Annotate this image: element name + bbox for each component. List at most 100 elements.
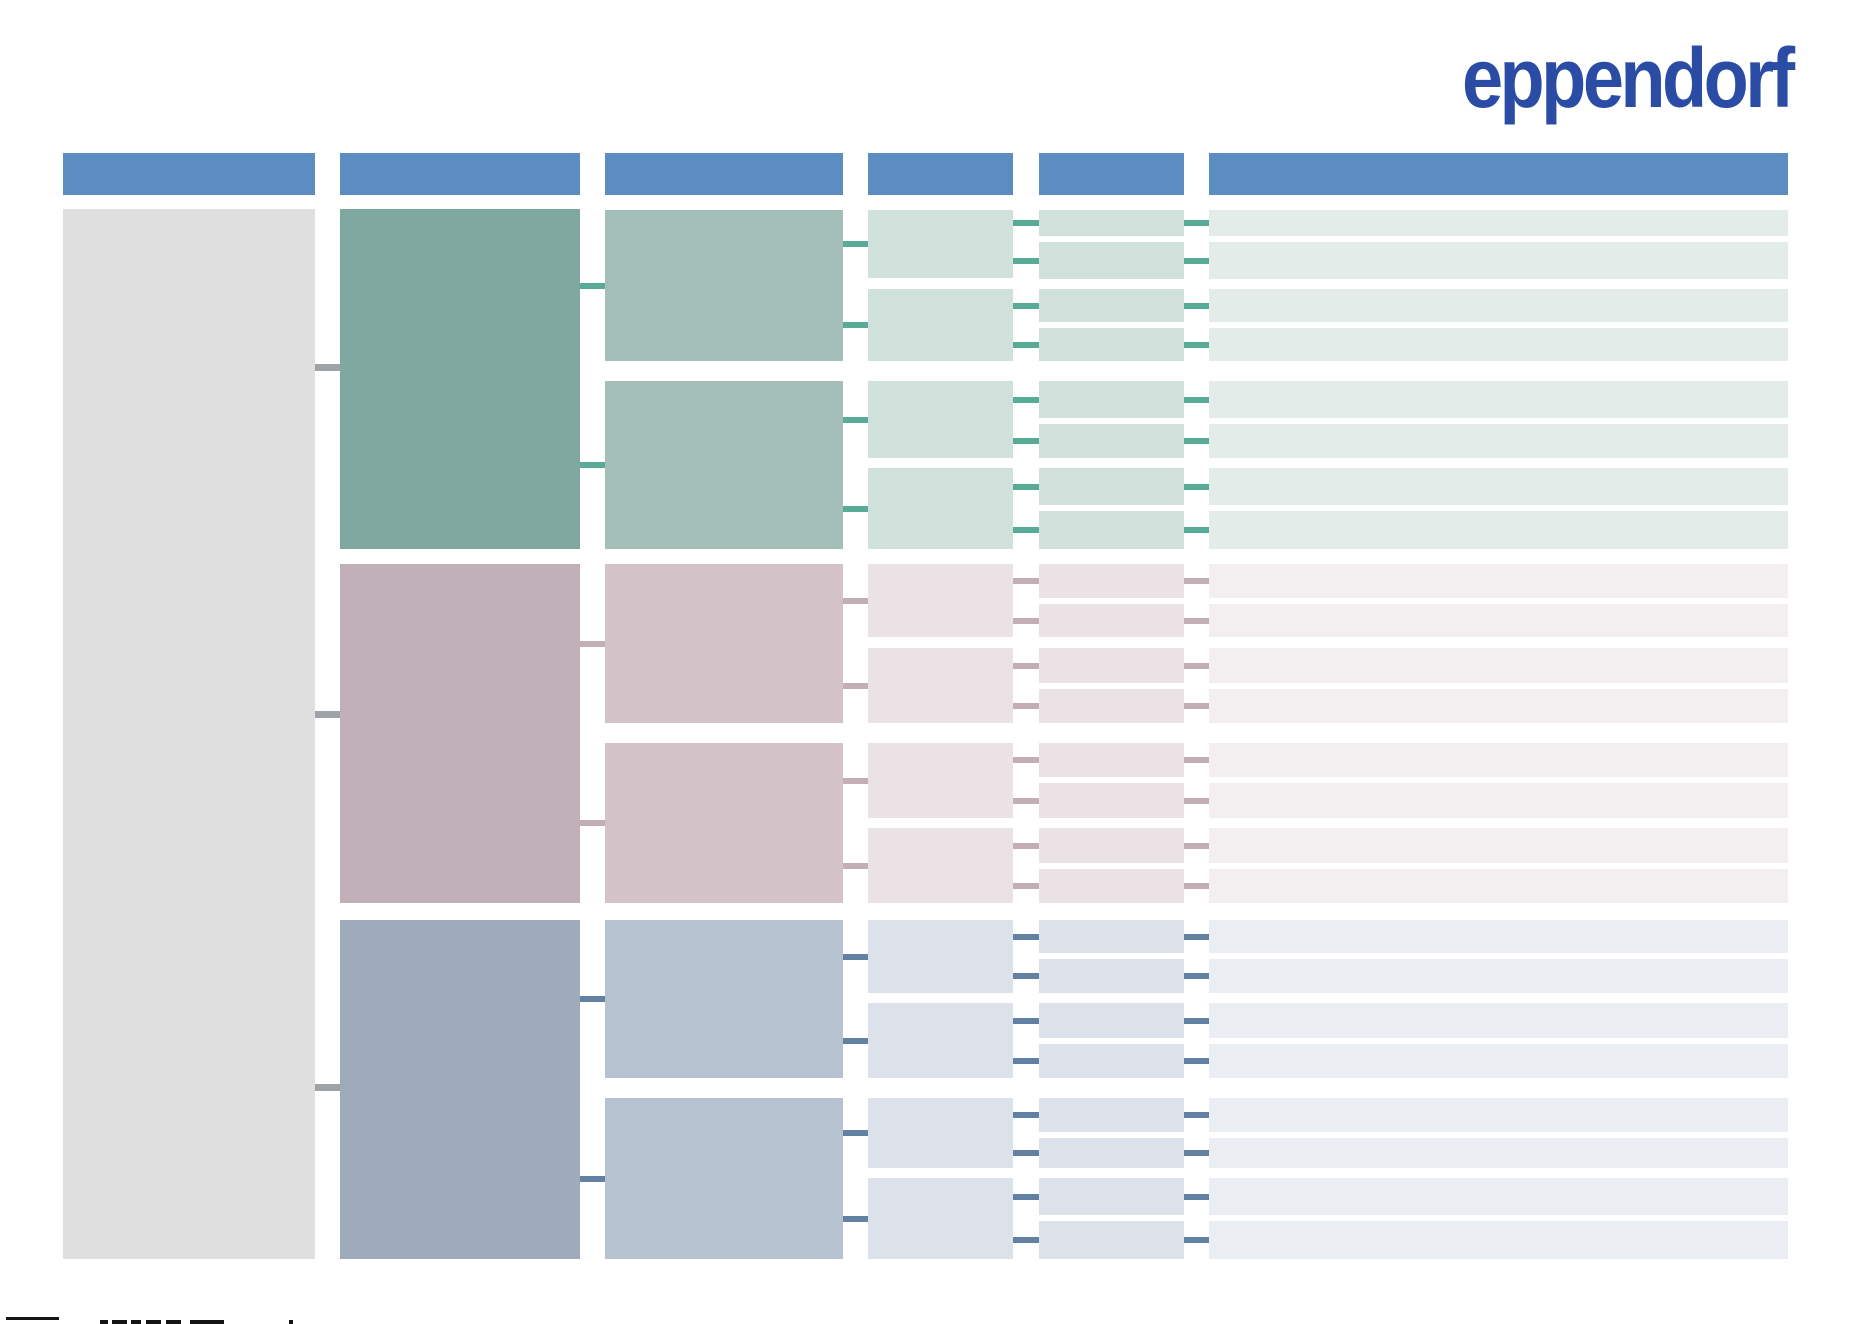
- level6-row-green-3: [1209, 289, 1788, 322]
- connector-l4-l5-mauve-5: [1013, 757, 1039, 763]
- level5-block-mauve-6: [1039, 783, 1184, 818]
- level4-block-green-4: [868, 468, 1013, 549]
- level3-block-mauve-2: [605, 743, 843, 903]
- level5-block-green-6: [1039, 424, 1184, 458]
- footer-rule: [6, 1317, 59, 1320]
- connector-l3-l4-mauve-2: [843, 683, 868, 689]
- level6-row-mauve-1: [1209, 564, 1788, 598]
- connector-l5-l6-green-1: [1184, 220, 1209, 226]
- level6-row-green-1: [1209, 210, 1788, 236]
- connector-l1-l2-blue: [315, 1084, 340, 1091]
- level5-block-mauve-5: [1039, 743, 1184, 777]
- level6-row-blue-2: [1209, 959, 1788, 993]
- level5-block-green-5: [1039, 381, 1184, 418]
- level6-row-blue-8: [1209, 1221, 1788, 1259]
- level4-block-mauve-4: [868, 828, 1013, 903]
- level5-block-mauve-4: [1039, 689, 1184, 723]
- column-header-6: [1209, 153, 1788, 195]
- level5-block-blue-7: [1039, 1178, 1184, 1215]
- level2-block-blue: [340, 920, 580, 1259]
- level4-block-mauve-2: [868, 648, 1013, 723]
- connector-l4-l5-blue-4: [1013, 1058, 1039, 1064]
- connector-l3-l4-blue-1: [843, 954, 868, 960]
- level4-block-green-2: [868, 289, 1013, 361]
- connector-l4-l5-blue-2: [1013, 973, 1039, 979]
- connector-l3-l4-blue-3: [843, 1130, 868, 1136]
- connector-l1-l2-mauve: [315, 711, 340, 718]
- connector-l4-l5-green-2: [1013, 258, 1039, 264]
- level4-block-green-1: [868, 210, 1013, 278]
- connector-l2-l3-green-2: [580, 462, 605, 468]
- connector-l3-l4-green-4: [843, 506, 868, 512]
- connector-l5-l6-mauve-5: [1184, 757, 1209, 763]
- level5-block-blue-5: [1039, 1098, 1184, 1132]
- connector-l4-l5-mauve-7: [1013, 843, 1039, 849]
- level6-row-green-8: [1209, 511, 1788, 549]
- connector-l4-l5-green-8: [1013, 527, 1039, 533]
- level6-row-blue-6: [1209, 1138, 1788, 1168]
- level6-row-mauve-3: [1209, 648, 1788, 683]
- connector-l5-l6-blue-4: [1184, 1058, 1209, 1064]
- level5-block-blue-6: [1039, 1138, 1184, 1168]
- connector-l4-l5-green-7: [1013, 484, 1039, 490]
- connector-l5-l6-mauve-8: [1184, 883, 1209, 889]
- level5-block-green-8: [1039, 511, 1184, 549]
- connector-l4-l5-green-1: [1013, 220, 1039, 226]
- footer-text-fragment-3: [131, 1320, 141, 1324]
- level4-block-green-3: [868, 381, 1013, 458]
- level6-row-green-2: [1209, 242, 1788, 279]
- level5-block-blue-2: [1039, 959, 1184, 993]
- footer-text-fragment-5: [166, 1320, 181, 1324]
- level6-row-blue-5: [1209, 1098, 1788, 1132]
- level4-block-blue-3: [868, 1098, 1013, 1168]
- footer-text-fragment-4: [146, 1320, 161, 1324]
- level4-block-blue-4: [868, 1178, 1013, 1259]
- level5-block-green-2: [1039, 242, 1184, 279]
- level6-row-green-7: [1209, 468, 1788, 505]
- level4-block-blue-1: [868, 920, 1013, 993]
- level5-block-green-1: [1039, 210, 1184, 236]
- level5-block-mauve-1: [1039, 564, 1184, 598]
- footer-text-fragment-2: [112, 1320, 127, 1324]
- connector-l2-l3-blue-1: [580, 996, 605, 1002]
- connector-l3-l4-mauve-4: [843, 863, 868, 869]
- connector-l4-l5-green-5: [1013, 397, 1039, 403]
- connector-l5-l6-blue-7: [1184, 1194, 1209, 1200]
- connector-l5-l6-green-4: [1184, 342, 1209, 348]
- connector-l5-l6-blue-2: [1184, 973, 1209, 979]
- column-header-2: [340, 153, 580, 195]
- level6-row-mauve-4: [1209, 689, 1788, 723]
- level4-block-mauve-1: [868, 564, 1013, 637]
- level5-block-green-3: [1039, 289, 1184, 322]
- connector-l5-l6-green-3: [1184, 303, 1209, 309]
- level6-row-mauve-5: [1209, 743, 1788, 777]
- column-header-1: [63, 153, 315, 195]
- connector-l5-l6-mauve-2: [1184, 618, 1209, 624]
- connector-l3-l4-green-2: [843, 322, 868, 328]
- connector-l4-l5-mauve-6: [1013, 798, 1039, 804]
- level6-row-mauve-6: [1209, 783, 1788, 818]
- connector-l5-l6-green-8: [1184, 527, 1209, 533]
- level5-block-blue-4: [1039, 1044, 1184, 1078]
- column-header-3: [605, 153, 843, 195]
- connector-l4-l5-blue-3: [1013, 1018, 1039, 1024]
- connector-l3-l4-green-3: [843, 417, 868, 423]
- level6-row-blue-7: [1209, 1178, 1788, 1215]
- connector-l5-l6-mauve-4: [1184, 703, 1209, 709]
- footer-text-fragment-6: [190, 1320, 224, 1324]
- connector-l4-l5-mauve-8: [1013, 883, 1039, 889]
- connector-l2-l3-green-1: [580, 283, 605, 289]
- level3-block-green-1: [605, 210, 843, 361]
- level5-block-green-4: [1039, 328, 1184, 361]
- level5-block-mauve-3: [1039, 648, 1184, 683]
- connector-l5-l6-blue-8: [1184, 1237, 1209, 1243]
- connector-l3-l4-blue-4: [843, 1216, 868, 1222]
- column-header-4: [868, 153, 1013, 195]
- footer-text-fragment-1: [100, 1320, 108, 1324]
- level6-row-green-4: [1209, 328, 1788, 361]
- connector-l4-l5-green-3: [1013, 303, 1039, 309]
- connector-l4-l5-blue-5: [1013, 1112, 1039, 1118]
- level6-row-blue-4: [1209, 1044, 1788, 1078]
- level6-row-mauve-8: [1209, 869, 1788, 903]
